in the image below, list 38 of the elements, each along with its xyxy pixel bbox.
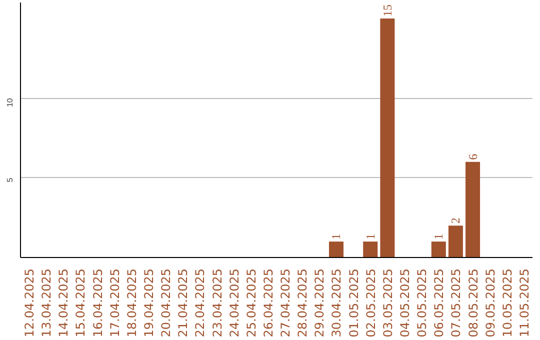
x-tick-label: 10.05.2025 <box>500 268 514 338</box>
data-label: 2 <box>448 218 463 224</box>
x-tick-label: 01.05.2025 <box>346 268 361 338</box>
x-tick-label: 04.05.2025 <box>398 268 412 338</box>
x-tick-label: 03.05.2025 <box>380 268 395 338</box>
x-tick-label: 09.05.2025 <box>483 268 498 338</box>
x-tick-label: 13.04.2025 <box>40 268 54 338</box>
x-tick-label: 15.04.2025 <box>74 268 88 338</box>
x-tick-label: 02.05.2025 <box>364 268 378 338</box>
data-label: 15 <box>380 4 394 16</box>
x-tick-label: 07.05.2025 <box>449 268 464 338</box>
x-tick-label: 21.04.2025 <box>176 268 190 338</box>
x-tick-label: 24.04.2025 <box>227 268 242 338</box>
y-tick-label: 5 <box>6 177 14 182</box>
x-tick-label: 20.04.2025 <box>159 268 174 338</box>
x-tick-label: 16.04.2025 <box>90 268 105 338</box>
x-tick-label: 12.04.2025 <box>22 268 37 338</box>
x-tick-label: 06.05.2025 <box>432 268 446 338</box>
x-tick-label: 28.04.2025 <box>296 268 310 338</box>
data-label: 6 <box>466 154 480 160</box>
x-tick-label: 18.04.2025 <box>124 268 139 338</box>
x-tick-label: 22.04.2025 <box>193 268 208 338</box>
x-tick-label: 26.04.2025 <box>261 268 276 338</box>
data-label: 1 <box>363 234 378 240</box>
x-tick-label: 17.04.2025 <box>108 268 122 338</box>
data-label: 1 <box>432 234 446 240</box>
x-tick-label: 11.05.2025 <box>517 268 532 338</box>
x-tick-label: 08.05.2025 <box>466 268 480 338</box>
x-tick-label: 14.04.2025 <box>56 268 71 338</box>
y-tick-label: 10 <box>6 98 14 108</box>
x-tick-label: 29.04.2025 <box>312 268 327 338</box>
data-label: 1 <box>329 234 344 240</box>
x-tick-label: 25.04.2025 <box>244 268 258 338</box>
x-tick-label: 05.05.2025 <box>415 268 430 338</box>
x-tick-label: 27.04.2025 <box>278 268 293 338</box>
x-tick-label: 19.04.2025 <box>142 268 156 338</box>
x-tick-label: 23.04.2025 <box>210 268 224 338</box>
x-tick-label: 30.04.2025 <box>330 268 344 338</box>
